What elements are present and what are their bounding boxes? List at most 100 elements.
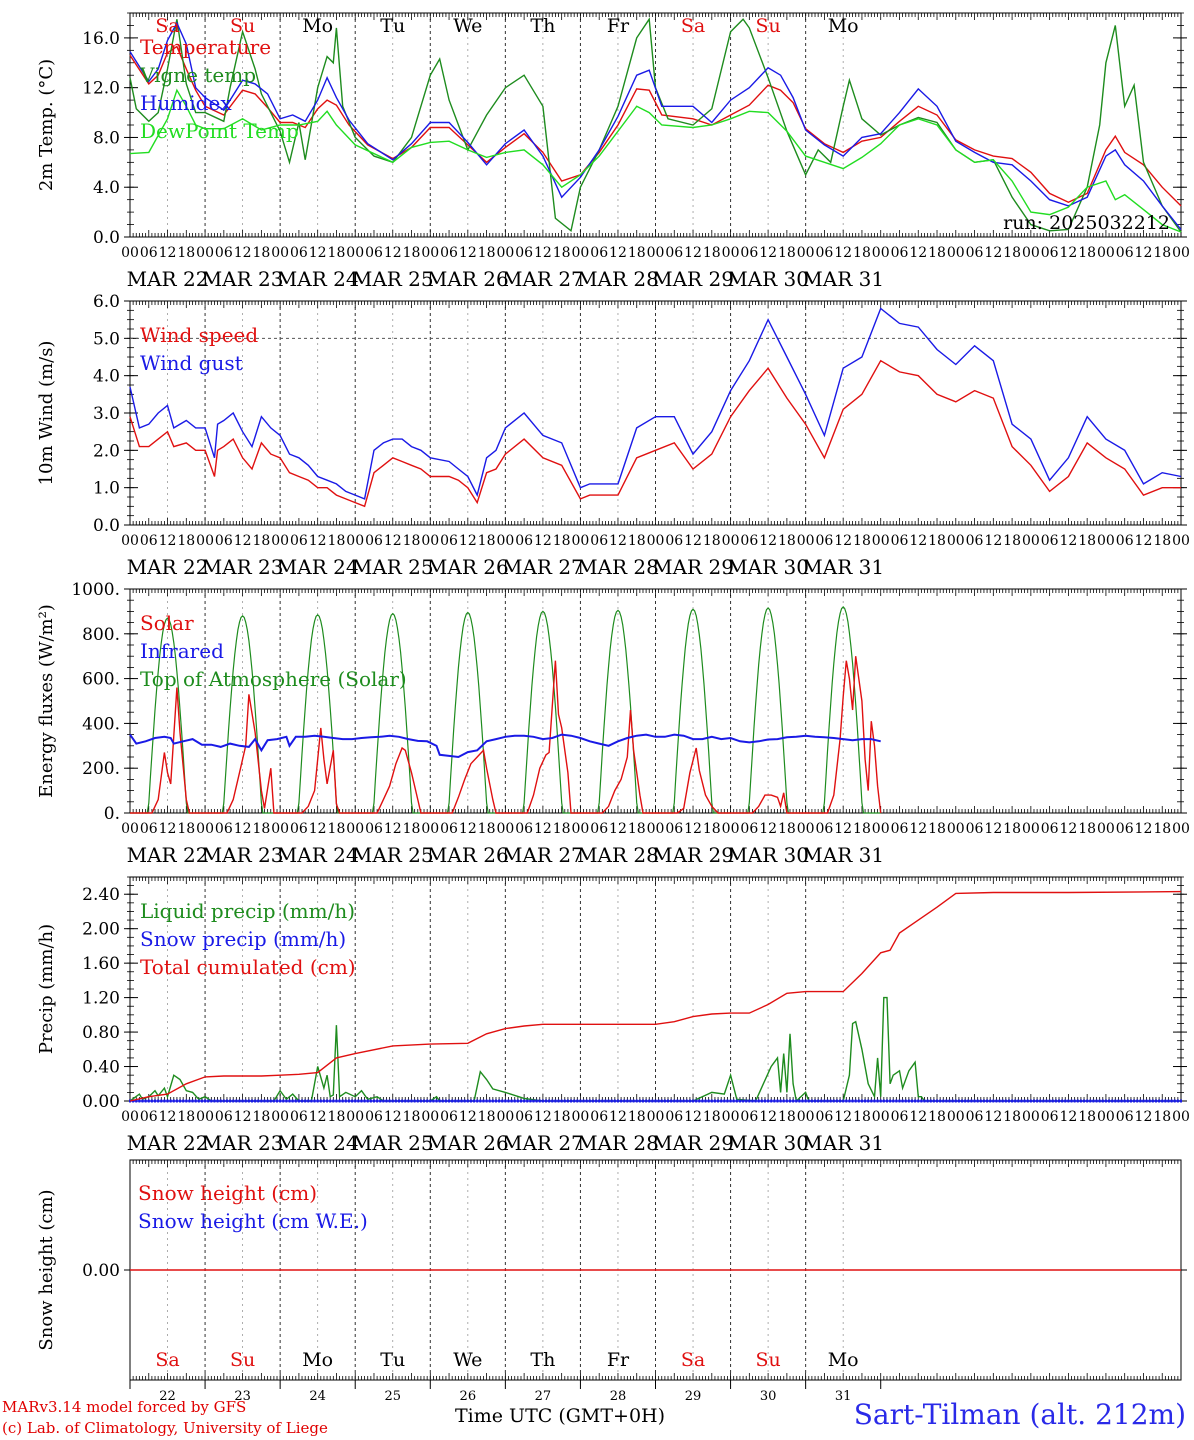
hour-label: 00 — [1097, 533, 1115, 549]
snow-precip-point — [285, 1099, 288, 1103]
hour-label: 06 — [515, 245, 533, 261]
snow-precip-point — [297, 1099, 300, 1103]
day-name: Th — [530, 1349, 555, 1371]
hour-label: 18 — [853, 1109, 871, 1125]
hour-label: 00 — [647, 533, 665, 549]
snow-precip-point — [435, 1099, 438, 1103]
y-tick-label: 16.0 — [82, 29, 120, 49]
day-name: Su — [230, 15, 255, 37]
snow-precip-point — [779, 1099, 782, 1103]
snow-precip-point — [304, 1099, 307, 1103]
day-name: Tu — [380, 15, 405, 37]
hour-label: 12 — [1059, 245, 1077, 261]
hour-label: 18 — [478, 1109, 496, 1125]
snow-precip-point — [623, 1099, 626, 1103]
date-label: MAR 29 — [652, 1131, 734, 1155]
hour-label: 00 — [647, 821, 665, 837]
hour-label: 00 — [1097, 821, 1115, 837]
snow-precip-point — [1042, 1099, 1045, 1103]
hour-label: 06 — [815, 245, 833, 261]
y-tick-label: 2.00 — [82, 920, 120, 940]
day-number: 25 — [384, 1389, 401, 1400]
day-name: Su — [230, 1349, 255, 1371]
snow-precip-point — [1036, 1099, 1039, 1103]
snow-precip-point — [632, 1099, 635, 1103]
hour-label: 12 — [384, 245, 402, 261]
snow-precip-point — [1086, 1099, 1089, 1103]
hour-label: 06 — [365, 821, 383, 837]
hour-label: 12 — [909, 533, 927, 549]
snow-precip-point — [1092, 1099, 1095, 1103]
snow-precip-point — [1061, 1099, 1064, 1103]
hour-label: 18 — [1003, 245, 1021, 261]
snow-precip-point — [673, 1099, 676, 1103]
hour-label: 06 — [665, 1109, 683, 1125]
hour-label: 12 — [609, 1109, 627, 1125]
hour-label: 18 — [778, 821, 796, 837]
date-label: MAR 23 — [202, 267, 284, 291]
snow-precip-point — [172, 1099, 175, 1103]
hour-label: 06 — [1116, 821, 1134, 837]
snow-precip-point — [1117, 1099, 1120, 1103]
snow-precip-point — [807, 1099, 810, 1103]
hour-label: 06 — [815, 1109, 833, 1125]
hour-label: 00 — [196, 533, 214, 549]
y-axis-label: Energy fluxes (W/m²) — [36, 604, 57, 798]
snow-precip-point — [166, 1099, 169, 1103]
snow-precip-point — [213, 1099, 216, 1103]
snow-precip-point — [707, 1099, 710, 1103]
legend-entry: Vigne temp — [139, 63, 256, 87]
snow-precip-point — [1129, 1099, 1132, 1103]
snow-precip-point — [907, 1099, 910, 1103]
snow-precip-point — [726, 1099, 729, 1103]
hour-label: 18 — [478, 245, 496, 261]
hour-label: 18 — [1153, 821, 1171, 837]
snow-precip-point — [1076, 1099, 1079, 1103]
y-axis-label: Precip (mm/h) — [36, 924, 57, 1054]
hour-label: 06 — [290, 821, 308, 837]
hour-label: 00 — [421, 821, 439, 837]
snow-precip-point — [419, 1099, 422, 1103]
hour-label: 00 — [797, 245, 815, 261]
snow-precip-point — [216, 1099, 219, 1103]
snow-precip-point — [423, 1099, 426, 1103]
snow-precip-point — [260, 1099, 263, 1103]
hour-label: 18 — [703, 245, 721, 261]
hour-label: 12 — [834, 1109, 852, 1125]
snow-precip-point — [276, 1099, 279, 1103]
hour-label: 06 — [740, 821, 758, 837]
snow-precip-point — [767, 1099, 770, 1103]
snow-precip-point — [651, 1099, 654, 1103]
hour-label: 12 — [1059, 533, 1077, 549]
snow-precip-point — [1020, 1099, 1023, 1103]
snow-precip-point — [288, 1099, 291, 1103]
hour-label: 06 — [1116, 533, 1134, 549]
hour-label: 00 — [947, 533, 965, 549]
hour-label: 06 — [440, 533, 458, 549]
hour-label: 18 — [628, 533, 646, 549]
hour-label: 12 — [309, 1109, 327, 1125]
hour-label: 00 — [872, 245, 890, 261]
hour-label: 18 — [403, 533, 421, 549]
hour-label: 06 — [966, 821, 984, 837]
snow-precip-point — [460, 1099, 463, 1103]
hour-label: 00 — [1172, 821, 1190, 837]
hour-label: 12 — [909, 245, 927, 261]
snow-precip-point — [901, 1099, 904, 1103]
snow-precip-point — [207, 1099, 210, 1103]
snow-precip-point — [995, 1099, 998, 1103]
snow-precip-point — [416, 1099, 419, 1103]
day-number: 27 — [535, 1389, 552, 1400]
snow-precip-point — [413, 1099, 416, 1103]
snow-precip-point — [745, 1099, 748, 1103]
snow-precip-point — [1014, 1099, 1017, 1103]
snow-precip-point — [454, 1099, 457, 1103]
snow-precip-point — [179, 1099, 182, 1103]
snow-precip-point — [135, 1099, 138, 1103]
hour-label: 00 — [647, 1109, 665, 1125]
snow-precip-point — [932, 1099, 935, 1103]
snow-precip-point — [1039, 1099, 1042, 1103]
snow-precip-point — [989, 1099, 992, 1103]
y-tick-label: 6.0 — [93, 292, 120, 312]
snow-precip-point — [144, 1099, 147, 1103]
